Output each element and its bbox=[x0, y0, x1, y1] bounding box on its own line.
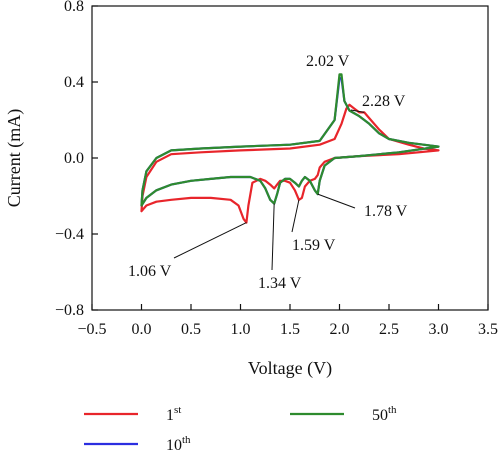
annotation-leader bbox=[173, 222, 247, 259]
annotation-leader bbox=[350, 109, 365, 113]
y-tick-label: −0.4 bbox=[55, 226, 84, 243]
legend-label: 10th bbox=[166, 434, 191, 454]
annotation-leader bbox=[271, 203, 275, 271]
axes-layer: −0.5 0.0 0.5 1.0 1.5 2.0 2.5 3.0 3.5 0.8 0.4 0.0 −0.… bbox=[55, 0, 498, 338]
x-tick-label: 2.5 bbox=[379, 321, 399, 338]
annotation-label: 1.59 V bbox=[292, 237, 336, 254]
legend: 1st 10th 50th bbox=[84, 404, 397, 454]
x-tick-label: 1.0 bbox=[231, 321, 251, 338]
annotations-layer: 2.02 V 2.28 V 1.78 V 1.59 V 1.34 V 1.06 V bbox=[128, 53, 408, 292]
x-tick-label: 2.0 bbox=[330, 321, 350, 338]
annotation-leader bbox=[317, 193, 356, 209]
annotation-label: 2.28 V bbox=[362, 93, 406, 110]
curves-layer bbox=[140, 73, 440, 224]
annotation-leader bbox=[291, 199, 300, 233]
x-tick-label: 0.0 bbox=[132, 321, 152, 338]
y-axis-title: Current (mA) bbox=[4, 109, 25, 207]
x-axis-title: Voltage (V) bbox=[248, 358, 332, 379]
annotation-label: 1.78 V bbox=[364, 203, 408, 220]
y-tick-label: 0.0 bbox=[64, 150, 84, 167]
x-tick-label: 0.5 bbox=[181, 321, 201, 338]
x-tick-label: 3.0 bbox=[429, 321, 449, 338]
annotation-label: 1.06 V bbox=[128, 263, 172, 280]
series-line-50th bbox=[140, 73, 440, 207]
y-tick-label: 0.4 bbox=[64, 74, 84, 91]
series-line-1st bbox=[140, 103, 440, 224]
annotation-label: 2.02 V bbox=[306, 53, 350, 70]
y-tick-label: −0.8 bbox=[55, 302, 84, 319]
annotation-label: 1.34 V bbox=[258, 275, 302, 292]
legend-label: 1st bbox=[166, 404, 181, 424]
x-tick-label: 3.5 bbox=[478, 321, 498, 338]
x-tick-label: −0.5 bbox=[77, 321, 106, 338]
x-tick-label: 1.5 bbox=[280, 321, 300, 338]
y-tick-label: 0.8 bbox=[64, 0, 84, 15]
legend-label: 50th bbox=[372, 404, 397, 424]
